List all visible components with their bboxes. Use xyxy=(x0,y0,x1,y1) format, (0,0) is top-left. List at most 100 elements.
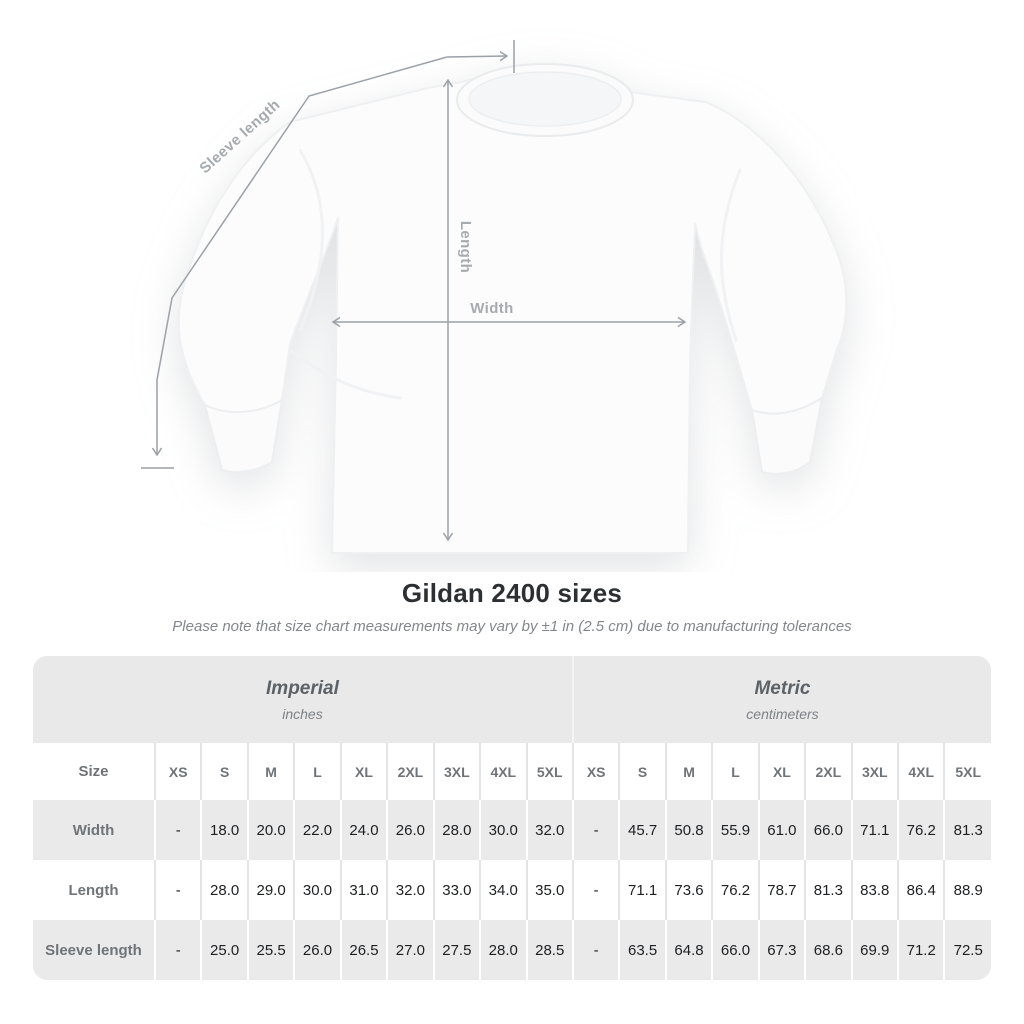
sleeve-length-line xyxy=(151,56,448,457)
imperial-group-header: Imperial inches xyxy=(33,656,573,743)
sleeve-top-arrow-line xyxy=(446,50,509,62)
table-cell: 27.0 xyxy=(386,920,434,980)
table-cell: 66.0 xyxy=(711,920,759,980)
table-cell: 67.3 xyxy=(757,920,806,980)
long-sleeve-shirt-illustration xyxy=(177,63,848,554)
table-cell: 24.0 xyxy=(339,800,388,860)
table-cell: 34.0 xyxy=(479,860,527,920)
measurement-annotations xyxy=(141,40,687,542)
imperial-group-sublabel: inches xyxy=(282,705,323,722)
row-label: Sleeve length xyxy=(33,920,155,980)
row-label: Width xyxy=(33,800,155,860)
table-row-width: Width - 18.0 20.0 22.0 24.0 26.0 28.0 30… xyxy=(33,800,991,860)
table-cell: 29.0 xyxy=(246,860,295,920)
table-cell: 76.2 xyxy=(711,860,759,920)
table-cell: 73.6 xyxy=(664,860,713,920)
table-cell: 20.0 xyxy=(246,800,295,860)
table-cell: 78.7 xyxy=(757,860,806,920)
size-col-header: XL xyxy=(757,743,806,800)
table-cell: 69.9 xyxy=(850,920,898,980)
table-cell: 66.0 xyxy=(804,800,852,860)
size-header-label: Size xyxy=(33,743,155,800)
table-cell: 32.0 xyxy=(386,860,434,920)
table-cell: 81.3 xyxy=(943,800,991,860)
collar-opening xyxy=(468,71,622,127)
table-cell: 71.1 xyxy=(618,860,666,920)
table-cell: 71.2 xyxy=(896,920,945,980)
size-col-header: M xyxy=(664,743,713,800)
size-col-header: M xyxy=(246,743,295,800)
table-cell: 28.0 xyxy=(200,860,248,920)
table-cell: - xyxy=(153,920,202,980)
page-subtitle: Please note that size chart measurements… xyxy=(172,618,852,635)
table-cell: - xyxy=(153,860,202,920)
width-label: Width xyxy=(470,300,514,317)
table-cell: 28.0 xyxy=(479,920,527,980)
right-cuff xyxy=(750,395,824,475)
size-col-header: S xyxy=(618,743,666,800)
table-cell: 35.0 xyxy=(525,860,573,920)
size-col-header: 4XL xyxy=(479,743,527,800)
table-cell: 64.8 xyxy=(664,920,713,980)
imperial-group-label: Imperial xyxy=(266,677,339,699)
metric-group-sublabel: centimeters xyxy=(746,705,819,722)
table-cell: 88.9 xyxy=(943,860,991,920)
size-col-header: S xyxy=(200,743,248,800)
table-cell: 72.5 xyxy=(943,920,991,980)
table-cell: 31.0 xyxy=(339,860,388,920)
table-cell: 22.0 xyxy=(293,800,341,860)
left-cuff xyxy=(203,398,284,473)
size-chart-table: Imperial inches Metric centimeters Size … xyxy=(33,656,991,980)
table-cell: 33.0 xyxy=(432,860,481,920)
table-cell: 25.0 xyxy=(200,920,248,980)
size-col-header: 4XL xyxy=(896,743,945,800)
table-cell: - xyxy=(571,860,620,920)
table-cell: - xyxy=(571,920,620,980)
table-cell: 25.5 xyxy=(246,920,295,980)
size-col-header: 3XL xyxy=(850,743,898,800)
table-cell: 76.2 xyxy=(896,800,945,860)
size-col-header: L xyxy=(293,743,341,800)
table-cell: 28.0 xyxy=(432,800,481,860)
size-col-header: 3XL xyxy=(432,743,481,800)
table-cell: 30.0 xyxy=(479,800,527,860)
table-cell: 61.0 xyxy=(757,800,806,860)
size-col-header: 2XL xyxy=(804,743,852,800)
table-row-length: Length - 28.0 29.0 30.0 31.0 32.0 33.0 3… xyxy=(33,860,991,920)
table-cell: 32.0 xyxy=(525,800,573,860)
table-cell: 71.1 xyxy=(850,800,898,860)
row-label: Length xyxy=(33,860,155,920)
table-cell: 45.7 xyxy=(618,800,666,860)
shirt-measurement-diagram: Sleeve length Length Width xyxy=(141,40,848,554)
size-col-header: L xyxy=(711,743,759,800)
table-cell: 81.3 xyxy=(804,860,852,920)
page-title: Gildan 2400 sizes xyxy=(401,578,623,608)
table-cell: 83.8 xyxy=(850,860,898,920)
table-cell: 26.0 xyxy=(293,920,341,980)
length-label: Length xyxy=(457,221,474,273)
shirt-silhouette xyxy=(177,72,848,554)
table-cell: 28.5 xyxy=(525,920,573,980)
size-col-header: XL xyxy=(339,743,388,800)
table-cell: 68.6 xyxy=(804,920,852,980)
table-cell: 63.5 xyxy=(618,920,666,980)
size-col-header: 2XL xyxy=(386,743,434,800)
table-cell: 26.5 xyxy=(339,920,388,980)
table-cell: 55.9 xyxy=(711,800,759,860)
metric-group-label: Metric xyxy=(754,677,811,699)
size-col-header: XS xyxy=(153,743,202,800)
table-cell: 26.0 xyxy=(386,800,434,860)
table-cell: - xyxy=(571,800,620,860)
table-cell: 50.8 xyxy=(664,800,713,860)
table-row-sleeve-length: Sleeve length - 25.0 25.5 26.0 26.5 27.0… xyxy=(33,920,991,980)
table-cell: 86.4 xyxy=(896,860,945,920)
shirt-fold-lines xyxy=(290,148,742,400)
metric-group-header: Metric centimeters xyxy=(571,656,991,743)
size-header-row: Size XS S M L XL 2XL 3XL 4XL 5XL XS S M … xyxy=(33,743,991,800)
unit-group-row: Imperial inches Metric centimeters xyxy=(33,656,991,743)
table-cell: 27.5 xyxy=(432,920,481,980)
size-col-header: 5XL xyxy=(525,743,573,800)
table-cell: 18.0 xyxy=(200,800,248,860)
size-col-header: 5XL xyxy=(943,743,991,800)
size-col-header: XS xyxy=(571,743,620,800)
